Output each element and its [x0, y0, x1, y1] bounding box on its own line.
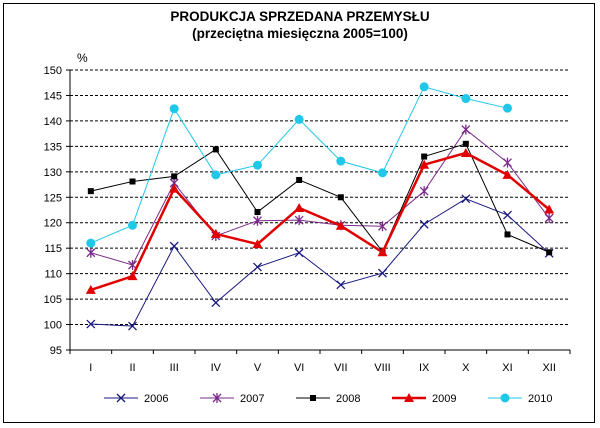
x-tick-label: IX	[419, 362, 430, 374]
data-point-2010	[419, 82, 429, 92]
legend-marker-2008	[310, 395, 316, 401]
data-point-2006	[503, 210, 512, 220]
data-point-2010	[169, 104, 179, 114]
x-tick-label: I	[89, 362, 92, 374]
data-point-2006	[419, 219, 429, 229]
data-point-2010	[253, 160, 262, 170]
data-point-2010	[128, 220, 137, 230]
y-tick-label: 150	[44, 65, 62, 77]
data-point-2008	[462, 140, 469, 147]
data-point-2008	[87, 188, 94, 195]
legend-marker-2009	[404, 393, 414, 402]
legend-label-2007: 2007	[240, 393, 264, 405]
series-line-2009	[90, 151, 550, 292]
data-point-2006	[378, 268, 387, 278]
data-point-2008	[171, 173, 178, 180]
y-tick-label: 95	[50, 345, 62, 357]
data-point-2009	[210, 228, 221, 238]
y-tick-label: 140	[44, 116, 62, 128]
x-tick-label: VI	[294, 362, 304, 374]
data-point-2009	[294, 202, 305, 212]
data-point-2007	[128, 259, 137, 270]
data-point-2006	[128, 321, 137, 331]
data-point-2007	[86, 247, 96, 258]
chart-title: PRODUKCJA SPRZEDANA PRZEMYSŁU	[170, 9, 430, 24]
data-point-2009	[460, 147, 471, 157]
legend-label-2006: 2006	[144, 393, 168, 405]
data-point-2010	[503, 103, 512, 113]
y-tick-label: 105	[44, 294, 62, 306]
data-point-2008	[337, 194, 344, 201]
data-point-2009	[169, 183, 180, 193]
data-point-2007	[544, 213, 554, 224]
y-tick-label: 145	[44, 90, 62, 102]
y-tick-label: 110	[44, 269, 62, 281]
data-point-2006	[461, 194, 471, 204]
data-point-2010	[211, 170, 221, 180]
legend-marker-2007	[212, 393, 222, 403]
data-point-2007	[419, 186, 429, 197]
data-point-2009	[502, 169, 513, 179]
series-line-2006	[90, 198, 550, 327]
data-point-2009	[252, 239, 263, 249]
x-tick-label: II	[129, 362, 135, 374]
data-point-2010	[461, 94, 471, 104]
data-point-2010	[336, 156, 346, 166]
series-line-2007	[90, 128, 550, 266]
chart-frame	[3, 3, 595, 423]
data-point-2006	[211, 298, 221, 308]
data-point-2007	[294, 215, 304, 226]
y-tick-label: 130	[44, 167, 62, 179]
x-tick-label: III	[170, 362, 179, 374]
legend-label-2008: 2008	[336, 393, 360, 405]
data-point-2008	[212, 146, 219, 153]
legend-label-2010: 2010	[528, 393, 552, 405]
x-tick-label: V	[254, 362, 262, 374]
data-point-2009	[85, 284, 96, 294]
data-point-2006	[336, 280, 346, 290]
y-tick-label: 100	[44, 320, 62, 332]
legend-marker-2010	[500, 393, 510, 403]
data-point-2009	[335, 220, 346, 230]
data-point-2009	[127, 271, 138, 281]
y-axis-unit-label: %	[77, 51, 88, 65]
x-tick-label: XII	[542, 362, 555, 374]
y-tick-label: 125	[44, 192, 62, 204]
y-tick-label: 115	[44, 243, 62, 255]
data-point-2010	[294, 114, 304, 124]
x-tick-label: VIII	[374, 362, 391, 374]
data-point-2007	[378, 221, 387, 232]
data-point-2008	[254, 209, 261, 216]
data-point-2008	[421, 153, 428, 160]
data-point-2008	[296, 176, 303, 183]
data-point-2009	[544, 204, 555, 214]
data-point-2009	[419, 159, 430, 169]
data-point-2007	[503, 157, 512, 168]
data-point-2006	[86, 319, 96, 329]
data-point-2008	[129, 178, 136, 185]
x-tick-label: VII	[334, 362, 347, 374]
y-tick-label: 135	[44, 141, 62, 153]
y-tick-label: 120	[44, 218, 62, 230]
x-tick-label: X	[462, 362, 470, 374]
data-point-2010	[86, 238, 96, 248]
legend-marker-2006	[116, 393, 126, 403]
data-point-2006	[169, 241, 179, 251]
data-point-2008	[546, 249, 553, 256]
data-point-2006	[294, 248, 304, 258]
x-tick-label: XI	[502, 362, 512, 374]
data-point-2007	[253, 215, 262, 226]
data-point-2009	[377, 247, 388, 257]
data-point-2008	[504, 231, 511, 238]
data-point-2010	[378, 168, 387, 178]
data-point-2007	[461, 124, 471, 135]
data-point-2006	[253, 262, 262, 272]
legend-label-2009: 2009	[432, 393, 456, 405]
x-tick-label: IV	[211, 362, 222, 374]
chart-subtitle: (przeciętna miesięczna 2005=100)	[192, 26, 408, 41]
series-line-2008	[90, 143, 550, 253]
